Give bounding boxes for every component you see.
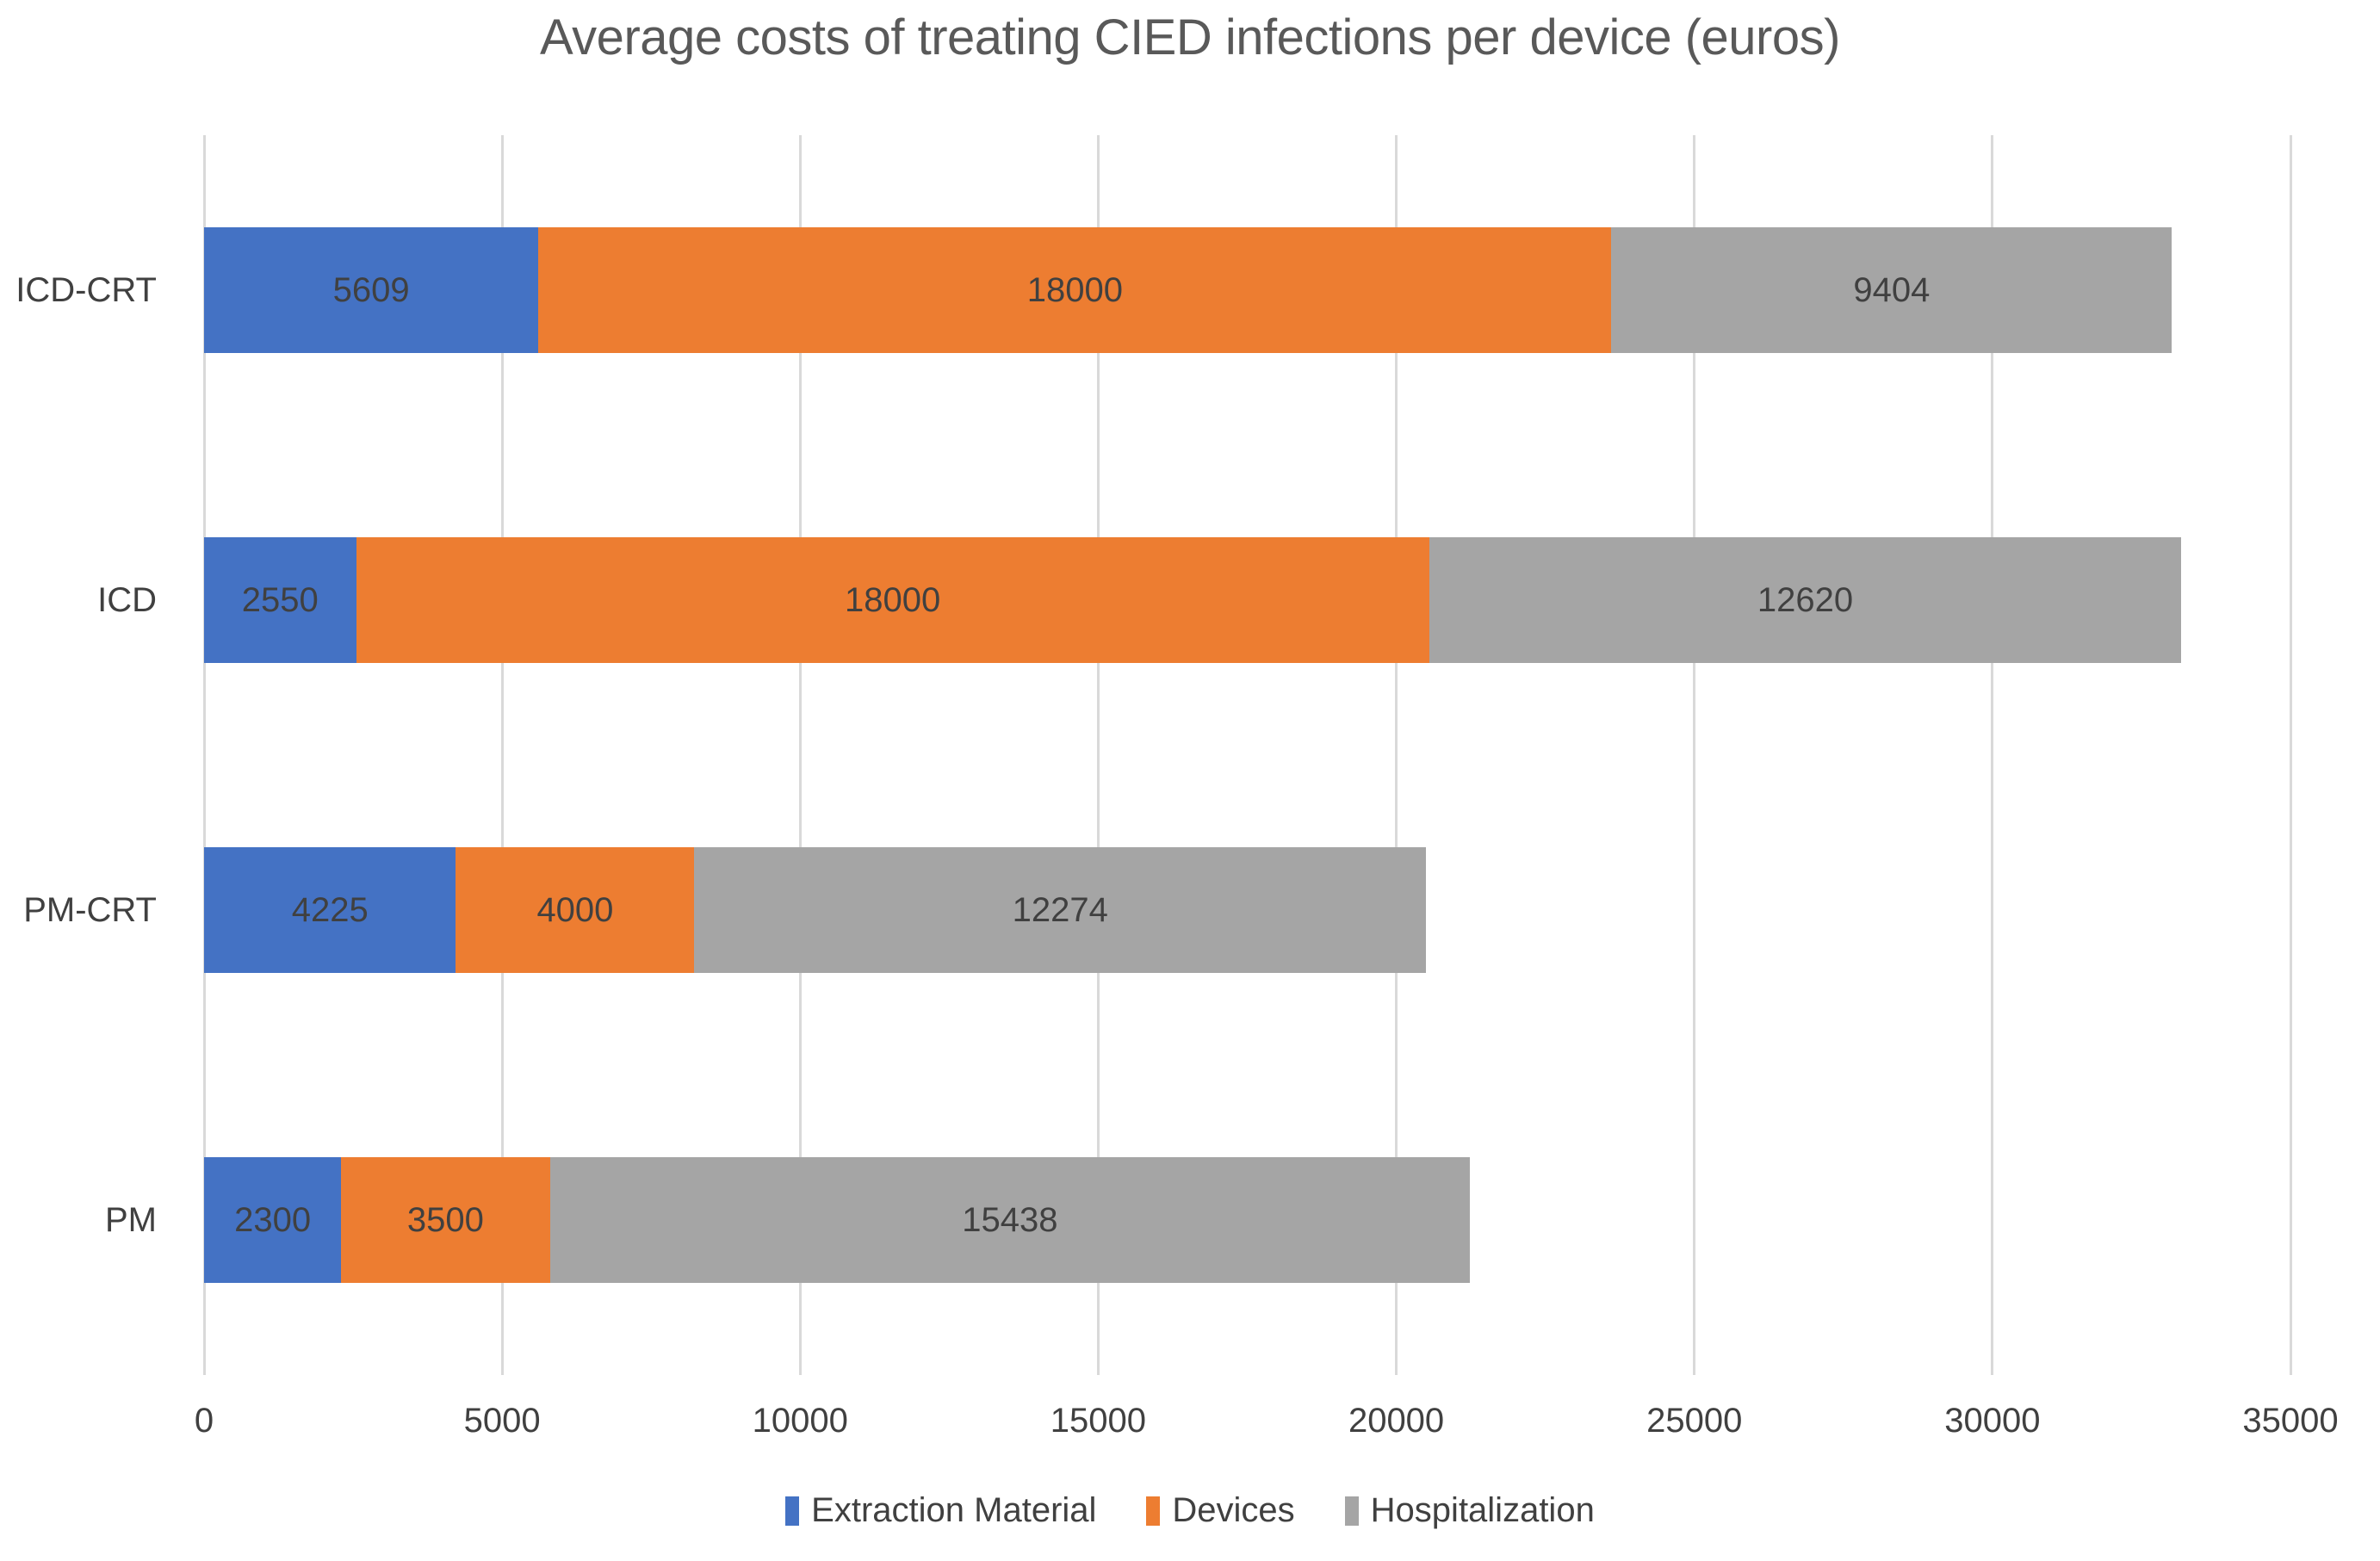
x-tick-label: 20000 xyxy=(1348,1402,1445,1440)
bar-segment-devices: 3500 xyxy=(341,1157,550,1283)
bar-segment-devices: 18000 xyxy=(356,537,1429,663)
chart-title: Average costs of treating CIED infection… xyxy=(540,9,1840,65)
data-label: 4000 xyxy=(536,890,614,929)
legend-marker xyxy=(1344,1496,1359,1526)
bar-segment-devices: 4000 xyxy=(456,847,695,973)
gridline xyxy=(202,135,206,1375)
bar-segment-devices: 18000 xyxy=(538,227,1612,353)
x-tick-label: 30000 xyxy=(1944,1402,2041,1440)
bar-segment-extraction-material: 5609 xyxy=(204,227,539,353)
bar-segment-extraction-material: 2300 xyxy=(204,1157,342,1283)
legend-item: Hospitalization xyxy=(1344,1491,1595,1530)
x-tick-label: 15000 xyxy=(1050,1402,1147,1440)
x-tick-label: 35000 xyxy=(2242,1402,2339,1440)
category-row: PM 2300 3500 15438 xyxy=(105,1065,2290,1375)
x-axis: 0 5000 10000 15000 20000 25000 30000 35000 xyxy=(195,1402,2339,1450)
x-tick-label: 10000 xyxy=(752,1402,848,1440)
stacked-bar: 2550 18000 12620 xyxy=(204,537,2290,663)
legend-item: Extraction Material xyxy=(785,1491,1096,1530)
data-label: 18000 xyxy=(844,580,941,619)
category-label: ICD-CRT xyxy=(15,270,157,309)
gridline xyxy=(2289,135,2292,1375)
category-row: ICD-CRT 5609 18000 9404 xyxy=(15,135,2290,445)
bar-segment-extraction-material: 4225 xyxy=(204,847,456,973)
stacked-bar: 2300 3500 15438 xyxy=(204,1157,2290,1283)
legend-marker xyxy=(1146,1496,1161,1526)
category-label: PM xyxy=(105,1200,157,1239)
gridline xyxy=(1395,135,1398,1375)
bar-segment-hospitalization: 15438 xyxy=(549,1157,1471,1283)
data-label: 12620 xyxy=(1757,580,1854,619)
legend-marker xyxy=(785,1496,800,1526)
data-label: 3500 xyxy=(406,1200,484,1239)
data-label: 2300 xyxy=(234,1200,312,1239)
x-tick-label: 5000 xyxy=(463,1402,541,1440)
data-label: 9404 xyxy=(1853,270,1931,309)
legend-label: Devices xyxy=(1172,1491,1295,1529)
x-tick-label: 0 xyxy=(194,1402,214,1440)
category-row: PM-CRT 4225 4000 12274 xyxy=(23,755,2290,1065)
gridline xyxy=(1991,135,1994,1375)
bar-segment-extraction-material: 2550 xyxy=(204,537,356,663)
stacked-bar: 5609 18000 9404 xyxy=(204,227,2290,353)
category-label: PM-CRT xyxy=(23,890,157,929)
legend-label: Hospitalization xyxy=(1370,1491,1595,1529)
legend-label: Extraction Material xyxy=(811,1491,1097,1529)
data-label: 5609 xyxy=(332,270,410,309)
data-label: 12274 xyxy=(1012,890,1108,929)
gridline xyxy=(798,135,802,1375)
category-row: ICD 2550 18000 12620 xyxy=(97,445,2290,755)
data-label: 15438 xyxy=(962,1200,1058,1239)
gridline xyxy=(1693,135,1696,1375)
gridline xyxy=(1096,135,1100,1375)
bar-segment-hospitalization: 12620 xyxy=(1429,537,2182,663)
legend-item: Devices xyxy=(1146,1491,1295,1530)
category-label: ICD xyxy=(97,580,157,619)
gridline xyxy=(500,135,504,1375)
x-tick-label: 25000 xyxy=(1646,1402,1743,1440)
legend: Extraction Material Devices Hospitalizatio… xyxy=(0,1491,2380,1530)
data-label: 18000 xyxy=(1026,270,1123,309)
stacked-bar: 4225 4000 12274 xyxy=(204,847,2290,973)
data-label: 4225 xyxy=(291,890,369,929)
plot-area: ICD-CRT 5609 18000 9404 ICD 2550 18000 12620 PM-… xyxy=(15,135,2292,1375)
bar-segment-hospitalization: 12274 xyxy=(694,847,1427,973)
data-label: 2550 xyxy=(241,580,319,619)
bar-segment-hospitalization: 9404 xyxy=(1611,227,2172,353)
